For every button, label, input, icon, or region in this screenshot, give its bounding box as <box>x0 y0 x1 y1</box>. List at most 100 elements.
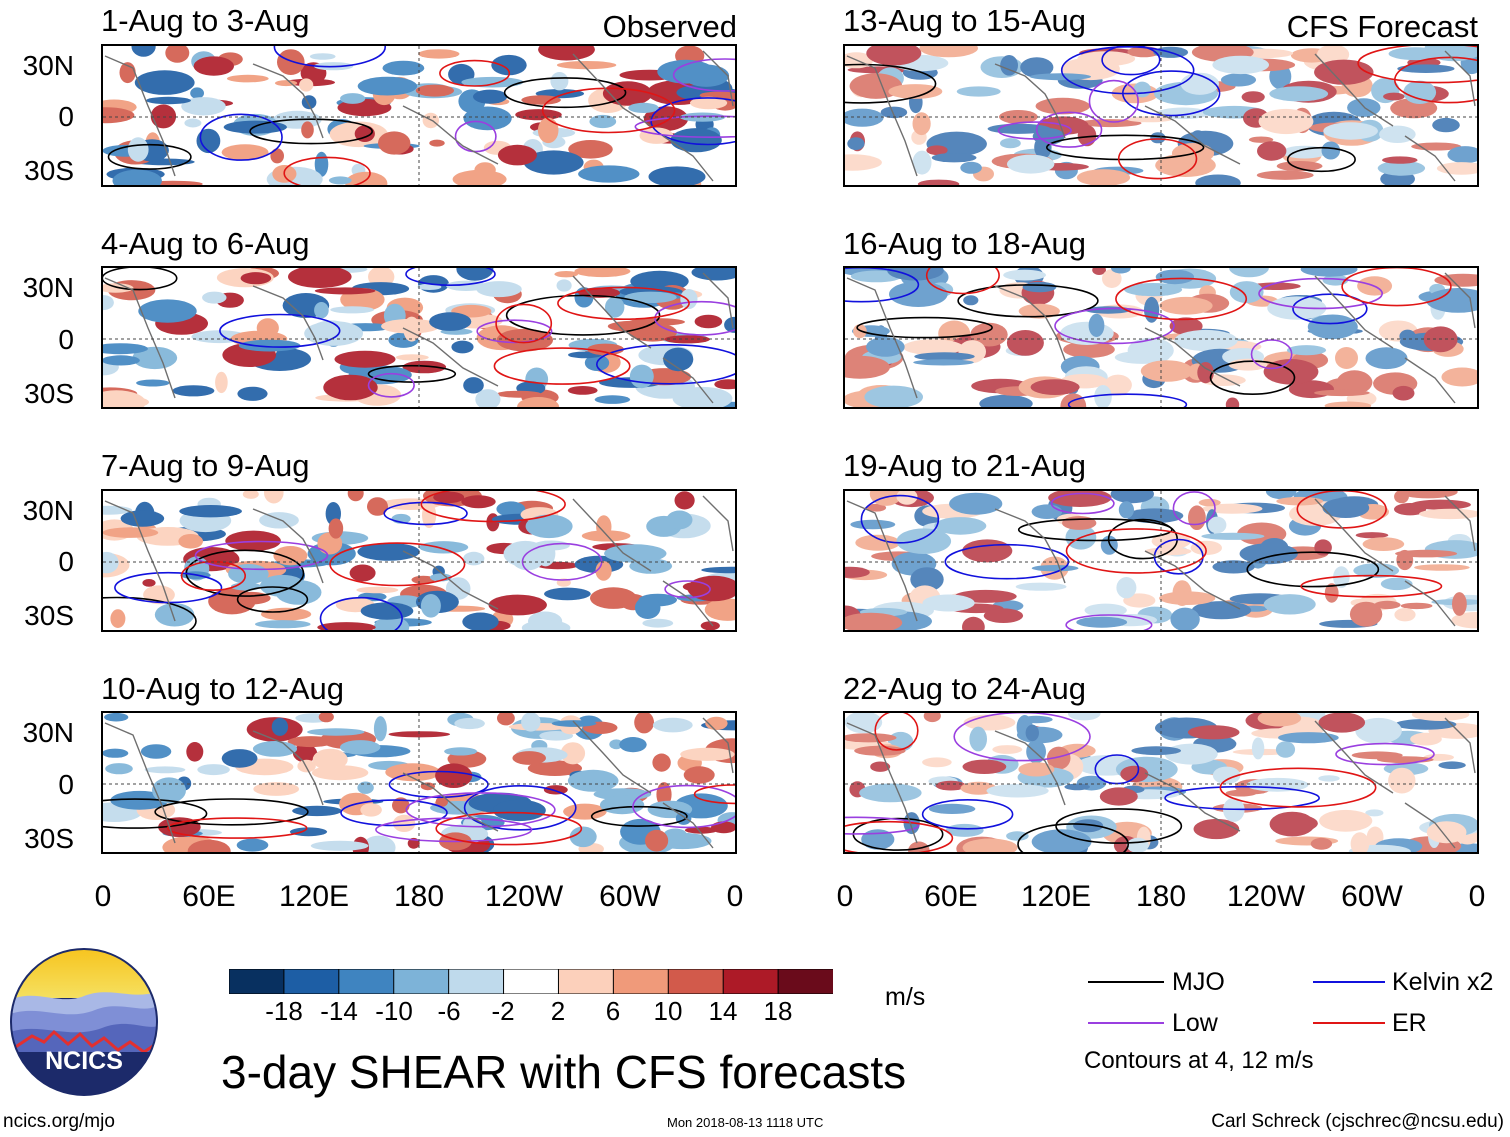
contour-kelvin <box>340 799 448 827</box>
shear-blob <box>1251 737 1265 760</box>
shear-blob <box>463 551 485 566</box>
shear-blob <box>103 295 114 311</box>
shear-blob <box>560 742 586 765</box>
colorbar-label: 10 <box>653 996 683 1026</box>
shear-blob <box>475 389 501 407</box>
shear-field <box>103 268 735 407</box>
shear-blob <box>1307 314 1358 340</box>
contour-er <box>1357 46 1477 84</box>
map-panel-fc-4 <box>843 711 1479 854</box>
shear-blob <box>373 616 410 630</box>
shear-blob <box>1441 367 1477 387</box>
colorbar-label: 14 <box>708 996 738 1026</box>
shear-blob <box>666 510 693 530</box>
shear-blob <box>1322 497 1370 518</box>
contour-low <box>1335 742 1435 766</box>
shear-blob <box>1102 269 1122 288</box>
shear-blob <box>912 150 932 175</box>
contour-er <box>1341 268 1452 307</box>
shear-blob <box>301 121 314 139</box>
shear-blob <box>1073 819 1104 833</box>
shear-blob <box>347 491 364 502</box>
shear-blob <box>550 72 569 91</box>
shear-blob <box>140 744 172 759</box>
shear-blob <box>345 171 388 185</box>
shear-blob <box>1076 616 1128 628</box>
shear-blob <box>926 145 948 155</box>
shear-blob <box>847 137 865 150</box>
shear-blob <box>221 749 258 768</box>
shear-blob <box>714 379 735 390</box>
shear-blob <box>567 386 598 395</box>
shear-blob <box>679 112 726 122</box>
shear-blob <box>1365 347 1408 370</box>
shear-blob <box>402 360 447 374</box>
shear-blob <box>134 70 195 95</box>
shear-blob <box>1319 809 1373 832</box>
shear-blob <box>444 747 478 756</box>
lat-label-30n: 30N <box>22 495 74 526</box>
panel-title-fc-2: 16-Aug to 18-Aug <box>843 226 1087 261</box>
shear-blob <box>593 788 652 801</box>
shear-blob <box>120 510 165 527</box>
shear-blob <box>1397 64 1455 73</box>
shear-blob <box>323 374 378 401</box>
map-panel-fc-2 <box>843 266 1479 409</box>
shear-blob <box>845 733 897 743</box>
shear-blob <box>429 312 472 331</box>
shear-blob <box>928 803 976 814</box>
shear-blob <box>1263 594 1316 615</box>
shear-blob <box>301 95 317 110</box>
shear-blob <box>1355 532 1389 539</box>
contour-er <box>329 542 466 587</box>
shear-blob <box>1398 491 1458 499</box>
shear-blob <box>253 782 300 796</box>
shear-blob <box>1187 725 1240 740</box>
observed-label: Observed <box>602 9 737 44</box>
colorbar-label: 6 <box>605 996 621 1026</box>
shear-blob <box>497 713 515 726</box>
shear-blob <box>193 56 234 76</box>
shear-blob <box>956 86 1001 97</box>
shear-blob <box>144 766 186 774</box>
contour-kelvin <box>860 494 940 544</box>
shear-blob <box>1207 516 1227 534</box>
shear-blob <box>238 339 301 352</box>
shear-blob <box>923 713 941 723</box>
legend-label-mjo: MJO <box>1172 968 1225 996</box>
shear-blob <box>845 713 883 734</box>
shear-blob <box>328 176 352 185</box>
colorbar-swatch <box>393 969 450 994</box>
shear-blob <box>103 355 140 366</box>
contour-kelvin <box>1164 785 1320 811</box>
coastline <box>846 50 1476 182</box>
shear-blob <box>663 347 694 372</box>
shear-blob <box>512 751 546 765</box>
shear-blob <box>1088 313 1105 337</box>
contour-er <box>1300 574 1443 598</box>
shear-blob <box>104 713 129 722</box>
shear-blob <box>1278 732 1339 744</box>
shear-blob <box>1159 591 1216 605</box>
colorbar-label: -14 <box>320 996 358 1026</box>
legend-line-mjo <box>1088 981 1164 983</box>
coastline <box>104 717 734 849</box>
shear-blob <box>962 838 1018 852</box>
footer-url[interactable]: ncics.org/mjo <box>3 1111 115 1132</box>
map-panel-obs-1 <box>101 44 737 187</box>
shear-blob <box>1046 746 1071 770</box>
lat-label-eq: 0 <box>58 546 74 577</box>
shear-field <box>103 491 735 630</box>
shear-blob <box>903 339 964 356</box>
shear-blob <box>515 109 562 121</box>
shear-blob <box>1362 537 1405 551</box>
shear-blob <box>1000 55 1018 76</box>
shear-blob <box>1110 491 1154 504</box>
colorbar-swatch <box>777 969 833 994</box>
shear-blob <box>221 144 269 161</box>
shear-blob <box>103 505 133 515</box>
shear-blob <box>1225 397 1240 407</box>
shear-blob <box>963 714 1016 731</box>
contour-mjo <box>249 118 373 145</box>
lat-label-eq: 0 <box>58 101 74 132</box>
